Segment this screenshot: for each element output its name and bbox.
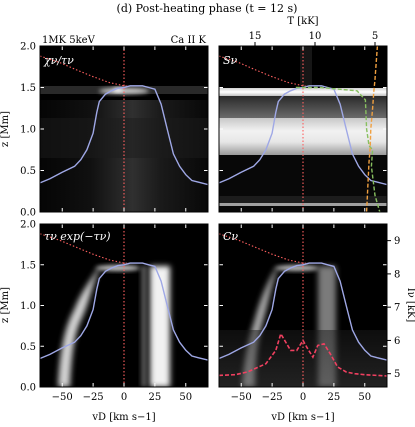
corner-label-right: Ca II K bbox=[171, 35, 207, 46]
x-tick-label: 50 bbox=[179, 392, 192, 403]
x-tick-label: 0 bbox=[300, 392, 306, 403]
velocity-profile-chi bbox=[40, 85, 208, 186]
top-axis-title: T [kK] bbox=[287, 16, 318, 27]
y-tick-label: 0.0 bbox=[20, 383, 36, 394]
right-axis-title: Iν [kK] bbox=[405, 288, 415, 323]
right-tick-label: 7 bbox=[394, 303, 400, 314]
right-tick-label: 6 bbox=[394, 336, 400, 347]
intensity-profile-line bbox=[219, 331, 387, 377]
top-tick-label: 15 bbox=[249, 31, 262, 42]
y-tick-label: 1.5 bbox=[20, 83, 36, 94]
source-function-line bbox=[365, 46, 379, 212]
x-tick-label: 50 bbox=[358, 392, 371, 403]
x-tick-label: −50 bbox=[231, 392, 252, 403]
top-tick-label: 5 bbox=[372, 31, 378, 42]
panel-tau-label: τν exp(−τν) bbox=[44, 230, 111, 243]
y-axis-title-bottom: z [Mm] bbox=[0, 287, 11, 323]
x-tick-label: −50 bbox=[52, 392, 73, 403]
y-tick-label: 1.0 bbox=[20, 301, 36, 312]
x-tick-label: 25 bbox=[328, 392, 341, 403]
velocity-profile-C bbox=[219, 262, 387, 361]
y-axis-title-top: z [Mm] bbox=[0, 111, 11, 147]
right-tick-label: 5 bbox=[394, 369, 400, 380]
panel-chi-frame bbox=[39, 45, 209, 213]
panel-C-frame bbox=[218, 223, 388, 388]
panel-C-background bbox=[219, 224, 387, 387]
velocity-profile-tau bbox=[40, 262, 208, 361]
y-tick-label: 2.0 bbox=[20, 220, 36, 231]
y-tick-label: 1.0 bbox=[20, 125, 36, 136]
y-tick-label: 0.0 bbox=[20, 208, 36, 219]
planck-function-line bbox=[295, 86, 381, 212]
panel-C-label: Cν bbox=[223, 230, 238, 243]
right-tick-label: 8 bbox=[394, 269, 400, 280]
top-tick-label: 10 bbox=[309, 31, 322, 42]
velocity-profile-S bbox=[219, 85, 387, 186]
x-axis-title-right: vD [km s−1] bbox=[270, 412, 334, 423]
x-tick-label: −25 bbox=[83, 392, 104, 403]
x-tick-label: 25 bbox=[149, 392, 162, 403]
panel-S-background bbox=[219, 46, 387, 212]
tau-unity-line-chi bbox=[40, 55, 127, 87]
panel-S-label: Sν bbox=[223, 54, 238, 67]
tau-unity-line-S bbox=[219, 55, 306, 87]
tau-unity-line-C bbox=[219, 233, 306, 264]
x-tick-label: −25 bbox=[262, 392, 283, 403]
right-tick-label: 9 bbox=[394, 236, 400, 247]
x-axis-title-left: vD [km s−1] bbox=[91, 412, 155, 423]
y-tick-label: 0.5 bbox=[20, 166, 36, 177]
panel-chi-label: χν/τν bbox=[43, 54, 74, 67]
y-tick-label: 1.5 bbox=[20, 260, 36, 271]
x-tick-label: 0 bbox=[121, 392, 127, 403]
tau-unity-line-tau bbox=[40, 233, 127, 264]
panel-S-frame bbox=[218, 45, 388, 213]
y-tick-label: 0.5 bbox=[20, 342, 36, 353]
corner-label-left: 1MK 5keV bbox=[42, 35, 96, 46]
figure-title: (d) Post-heating phase (t = 12 s) bbox=[117, 2, 298, 15]
panel-tau-frame bbox=[39, 223, 209, 388]
y-tick-label: 2.0 bbox=[20, 42, 36, 53]
